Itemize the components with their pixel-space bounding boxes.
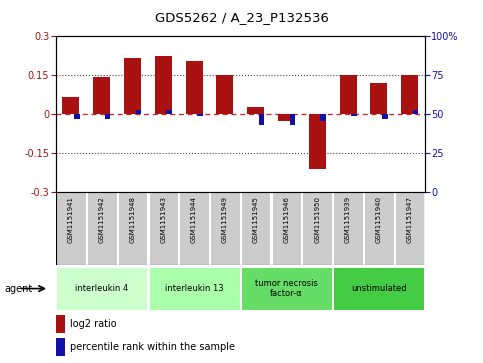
Bar	[364, 192, 394, 265]
Bar	[216, 75, 233, 114]
Bar	[136, 110, 141, 114]
Bar	[382, 114, 387, 119]
Bar	[87, 192, 116, 265]
Text: GDS5262 / A_23_P132536: GDS5262 / A_23_P132536	[155, 11, 328, 24]
Bar	[56, 315, 65, 333]
Text: GSM1151945: GSM1151945	[253, 196, 259, 243]
Text: GSM1151947: GSM1151947	[407, 196, 412, 243]
Text: GSM1151949: GSM1151949	[222, 196, 228, 243]
Bar	[259, 114, 264, 125]
Bar	[395, 192, 425, 265]
Text: interleukin 4: interleukin 4	[75, 284, 128, 293]
Bar	[118, 192, 147, 265]
Text: GSM1151940: GSM1151940	[376, 196, 382, 243]
Bar	[272, 192, 301, 265]
Bar	[149, 192, 178, 265]
Bar	[278, 114, 295, 121]
Bar	[56, 267, 147, 310]
Bar	[333, 192, 363, 265]
Bar	[74, 114, 80, 119]
Bar	[241, 192, 270, 265]
Bar	[124, 58, 141, 114]
Text: GSM1151948: GSM1151948	[129, 196, 136, 243]
Bar	[401, 75, 418, 114]
Bar	[149, 267, 240, 310]
Bar	[185, 61, 202, 114]
Bar	[247, 107, 264, 114]
Bar	[351, 114, 357, 116]
Bar	[302, 192, 332, 265]
Text: log2 ratio: log2 ratio	[71, 319, 117, 330]
Text: GSM1151950: GSM1151950	[314, 196, 320, 243]
Text: GSM1151943: GSM1151943	[160, 196, 166, 243]
Bar	[179, 192, 209, 265]
Text: tumor necrosis
factor-α: tumor necrosis factor-α	[255, 279, 318, 298]
Bar	[56, 338, 65, 356]
Text: percentile rank within the sample: percentile rank within the sample	[71, 342, 235, 352]
Bar	[241, 267, 332, 310]
Text: interleukin 13: interleukin 13	[165, 284, 224, 293]
Bar	[197, 114, 203, 116]
Text: unstimulated: unstimulated	[351, 284, 407, 293]
Text: GSM1151941: GSM1151941	[68, 196, 74, 243]
Bar	[320, 114, 326, 121]
Bar	[56, 192, 85, 265]
Text: GSM1151942: GSM1151942	[99, 196, 105, 243]
Text: GSM1151946: GSM1151946	[284, 196, 289, 243]
Bar	[309, 114, 326, 169]
Bar	[413, 110, 418, 114]
Bar	[105, 114, 111, 119]
Bar	[290, 114, 295, 125]
Bar	[167, 110, 172, 114]
Text: GSM1151939: GSM1151939	[345, 196, 351, 243]
Bar	[340, 75, 356, 114]
Bar	[210, 192, 240, 265]
Bar	[155, 56, 172, 114]
Bar	[93, 77, 110, 114]
Bar	[333, 267, 425, 310]
Text: GSM1151944: GSM1151944	[191, 196, 197, 243]
Bar	[62, 97, 79, 114]
Text: agent: agent	[5, 284, 33, 294]
Bar	[370, 83, 387, 114]
